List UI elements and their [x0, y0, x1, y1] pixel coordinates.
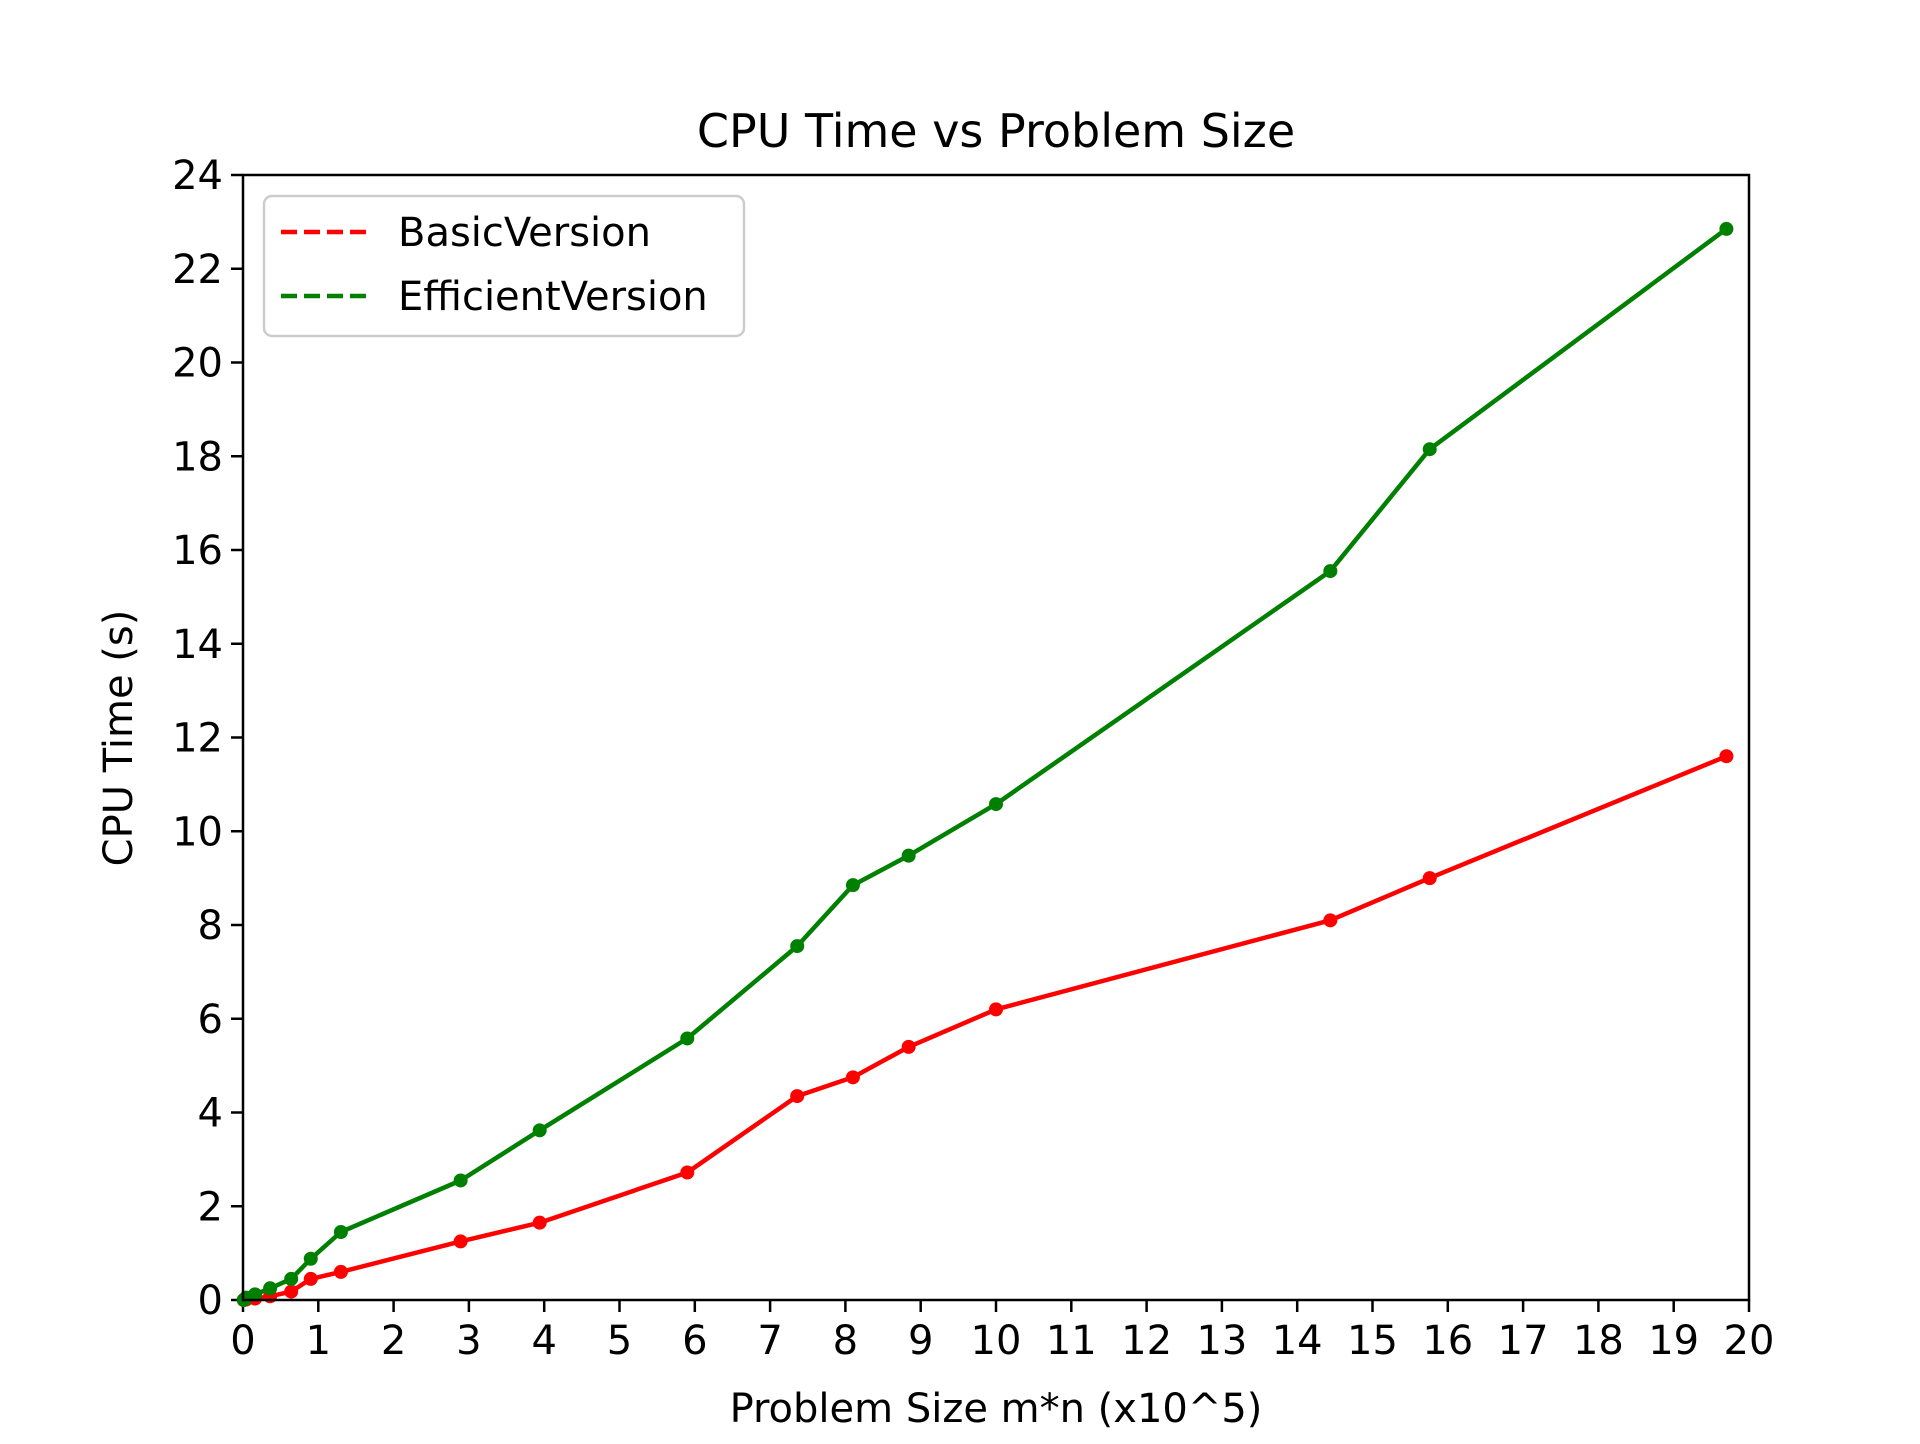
x-tick-label: 5 — [607, 1318, 632, 1364]
x-tick-label: 3 — [456, 1318, 481, 1364]
x-tick-label: 9 — [908, 1318, 933, 1364]
data-point-efficientversion — [989, 797, 1003, 812]
data-point-efficientversion — [284, 1271, 299, 1286]
series-efficientversion — [236, 221, 1734, 1307]
x-tick-label: 1 — [306, 1318, 331, 1364]
y-tick-label: 18 — [172, 434, 223, 480]
x-tick-label: 16 — [1422, 1318, 1473, 1364]
data-point-efficientversion — [1323, 564, 1338, 579]
data-point-efficientversion — [1422, 442, 1437, 457]
legend-label-basicversion: BasicVersion — [398, 210, 651, 256]
series-line-efficientversion — [240, 225, 1730, 1304]
legend-entry-basicversion: BasicVersion — [281, 210, 651, 256]
data-point-basicversion — [1422, 871, 1437, 886]
y-tick-label: 14 — [172, 622, 223, 668]
x-tick-label: 6 — [682, 1318, 707, 1364]
legend-box — [262, 194, 746, 338]
data-point-basicversion — [532, 1215, 547, 1230]
x-tick-label: 17 — [1498, 1318, 1549, 1364]
data-point-efficientversion — [532, 1123, 547, 1138]
x-tick-label: 19 — [1648, 1318, 1699, 1364]
y-tick-label: 12 — [172, 716, 223, 762]
x-tick-label: 4 — [531, 1318, 556, 1364]
x-tick-label: 7 — [757, 1318, 782, 1364]
data-point-efficientversion — [1719, 221, 1734, 236]
x-tick-label: 18 — [1573, 1318, 1624, 1364]
x-tick-label: 15 — [1347, 1318, 1398, 1364]
x-tick-label: 8 — [833, 1318, 858, 1364]
data-point-basicversion — [284, 1284, 299, 1299]
data-point-basicversion — [790, 1089, 805, 1104]
legend-entry-efficientversion: EfficientVersion — [281, 274, 708, 320]
y-tick-label: 2 — [198, 1184, 223, 1230]
y-tick-label: 0 — [198, 1278, 223, 1324]
data-point-basicversion — [453, 1234, 468, 1249]
data-point-efficientversion — [901, 848, 916, 863]
x-tick-label: 13 — [1196, 1318, 1247, 1364]
data-point-basicversion — [1719, 749, 1734, 764]
y-tick-label: 6 — [198, 997, 223, 1043]
y-tick-label: 10 — [172, 809, 223, 855]
y-tick-label: 8 — [198, 903, 223, 949]
data-point-basicversion — [901, 1039, 916, 1054]
legend-label-efficientversion: EfficientVersion — [398, 274, 708, 320]
legend: BasicVersion EfficientVersion — [262, 194, 746, 338]
x-tick-label: 14 — [1272, 1318, 1323, 1364]
data-point-efficientversion — [333, 1225, 348, 1240]
series-line-basicversion — [241, 753, 1730, 1303]
data-point-efficientversion — [790, 939, 805, 954]
plot-frame — [241, 173, 1751, 1302]
data-point-basicversion — [1323, 913, 1338, 928]
x-tick-label: 11 — [1046, 1318, 1097, 1364]
data-point-basicversion — [989, 1002, 1003, 1017]
x-tick-label: 20 — [1724, 1318, 1775, 1364]
chart-title: CPU Time vs Problem Size — [697, 104, 1295, 158]
x-tick-label: 12 — [1121, 1318, 1172, 1364]
data-point-efficientversion — [303, 1251, 318, 1266]
x-axis-ticks: 0 1 2 3 4 5 6 7 8 9 10 11 12 13 14 15 16 17 18 19 20 — [230, 1300, 1774, 1364]
y-tick-label: 16 — [172, 528, 223, 574]
y-tick-label: 22 — [172, 247, 223, 293]
series-basicversion — [236, 749, 1734, 1307]
y-tick-label: 20 — [172, 341, 223, 387]
data-point-efficientversion — [248, 1287, 263, 1302]
data-point-basicversion — [845, 1070, 860, 1085]
x-tick-label: 0 — [230, 1318, 255, 1364]
x-tick-label: 2 — [381, 1318, 406, 1364]
data-point-efficientversion — [680, 1031, 695, 1046]
data-point-basicversion — [333, 1264, 348, 1279]
y-axis-label: CPU Time (s) — [96, 610, 142, 867]
data-point-efficientversion — [453, 1173, 468, 1188]
y-tick-label: 4 — [198, 1091, 223, 1137]
x-tick-label: 10 — [971, 1318, 1022, 1364]
data-point-efficientversion — [845, 878, 860, 893]
x-axis-label: Problem Size m*n (x10^5) — [730, 1386, 1263, 1432]
data-point-basicversion — [680, 1165, 695, 1180]
data-point-efficientversion — [263, 1281, 278, 1296]
y-tick-label: 24 — [172, 153, 223, 199]
series-layer — [236, 221, 1734, 1307]
data-point-basicversion — [303, 1271, 318, 1286]
